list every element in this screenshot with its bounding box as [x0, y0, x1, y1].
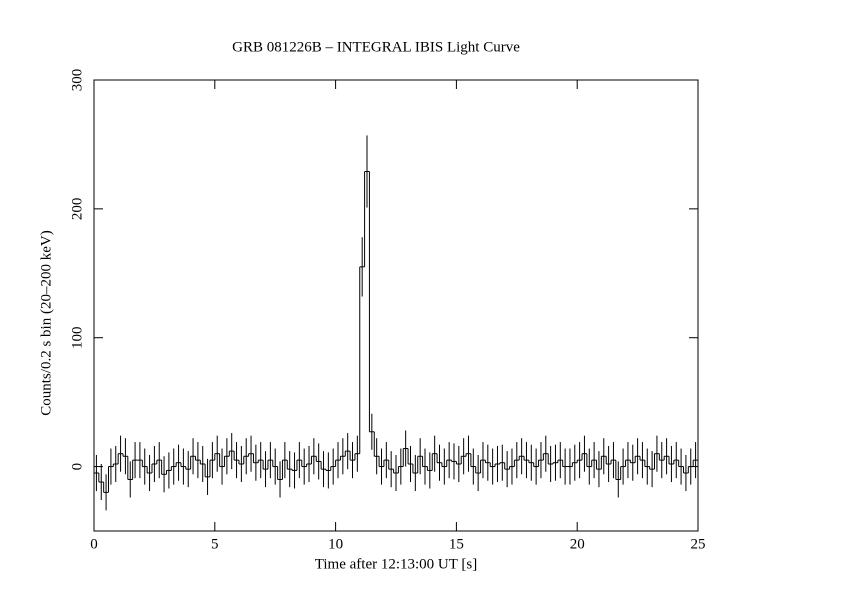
plot-frame	[93, 79, 699, 532]
x-axis-label: Time after 12:13:00 UT [s]	[315, 556, 478, 572]
y-tick-label: 300	[69, 69, 85, 92]
y-axis-label: Counts/0.2 s bin (20–200 keV)	[38, 230, 54, 415]
x-tick-label: 5	[211, 536, 219, 552]
x-tick-label: 0	[90, 536, 98, 552]
chart-title: GRB 081226B – INTEGRAL IBIS Light Curve	[232, 39, 520, 55]
y-tick-label: 0	[69, 463, 85, 471]
y-tick-label: 100	[69, 326, 85, 349]
x-tick-label: 20	[570, 536, 585, 552]
y-tick-label: 200	[69, 198, 85, 221]
x-tick-label: 10	[328, 536, 343, 552]
x-tick-label: 25	[691, 536, 706, 552]
x-tick-label: 15	[449, 536, 464, 552]
